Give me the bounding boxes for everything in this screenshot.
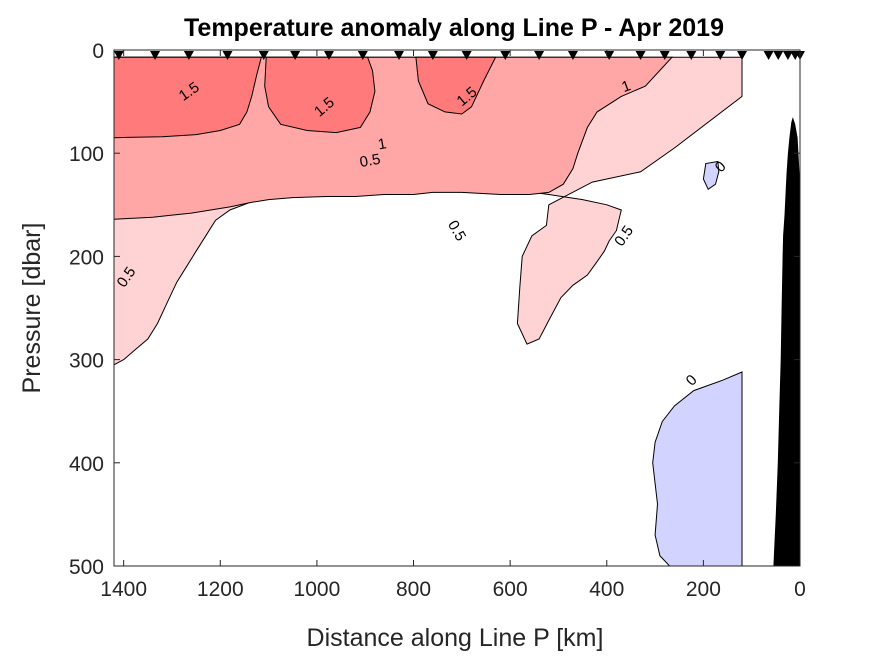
- contour-label: 1: [377, 135, 388, 153]
- x-tick-label: 0: [794, 578, 806, 601]
- x-tick-label: 600: [493, 578, 528, 601]
- y-tick-label: 0: [92, 40, 104, 63]
- y-tick-label: 400: [69, 453, 104, 476]
- contour-region-0-5: [702, 160, 720, 191]
- x-axis-label: Distance along Line P [km]: [307, 624, 604, 652]
- station-marker: [763, 51, 774, 60]
- station-marker: [258, 51, 269, 60]
- station-marker: [635, 51, 646, 60]
- station-marker: [461, 51, 472, 60]
- station-marker: [290, 51, 301, 60]
- station-markers: [113, 51, 805, 60]
- station-marker: [394, 51, 405, 60]
- station-marker: [357, 51, 368, 60]
- station-marker: [686, 51, 697, 60]
- contour-region-1-5c-4: [415, 56, 497, 115]
- y-tick-label: 300: [69, 350, 104, 373]
- station-marker: [567, 51, 578, 60]
- station-marker: [183, 51, 194, 60]
- y-axis-label: Pressure [dbar]: [18, 223, 46, 394]
- contour-label: 0.5: [358, 151, 381, 171]
- station-marker: [534, 51, 545, 60]
- y-tick-label: 500: [69, 556, 104, 579]
- contour-region-0-6: [652, 371, 743, 566]
- station-marker: [715, 51, 726, 60]
- contour-region-1-5b-3: [264, 56, 376, 134]
- station-marker: [427, 51, 438, 60]
- station-marker: [150, 51, 161, 60]
- y-tick-label: 200: [69, 246, 104, 269]
- bathymetry: [773, 117, 800, 566]
- station-marker: [222, 51, 233, 60]
- plot-frame: [113, 49, 801, 567]
- station-marker: [773, 51, 784, 60]
- station-marker: [737, 51, 748, 60]
- x-tick-label: 1200: [197, 578, 244, 601]
- contour-bands: [114, 56, 743, 566]
- chart-title: Temperature anomaly along Line P - Apr 2…: [184, 14, 724, 42]
- x-axis: 1400 1200 1000 800 600 400 200 0: [100, 50, 806, 601]
- station-marker: [782, 51, 793, 60]
- contour-label-text: 0.5: [358, 151, 381, 171]
- station-marker: [500, 51, 511, 60]
- station-marker: [323, 51, 334, 60]
- y-axis: 0 100 200 300 400 500: [69, 40, 800, 579]
- x-tick-label: 800: [396, 578, 431, 601]
- x-tick-label: 200: [686, 578, 721, 601]
- bathymetry-shape: [773, 117, 800, 566]
- contour-label-text: 1: [377, 135, 388, 153]
- x-tick-label: 1400: [100, 578, 147, 601]
- contour-region-1-0: [114, 56, 674, 220]
- station-marker: [113, 51, 124, 60]
- x-tick-label: 400: [589, 578, 624, 601]
- plot-area: 1.51.5 1.5 110.50.5 0.50.500: [114, 50, 800, 566]
- station-marker: [659, 51, 670, 60]
- y-tick-label: 100: [69, 143, 104, 166]
- contour-region-1-5a-2: [114, 56, 262, 139]
- x-tick-label: 1000: [294, 578, 341, 601]
